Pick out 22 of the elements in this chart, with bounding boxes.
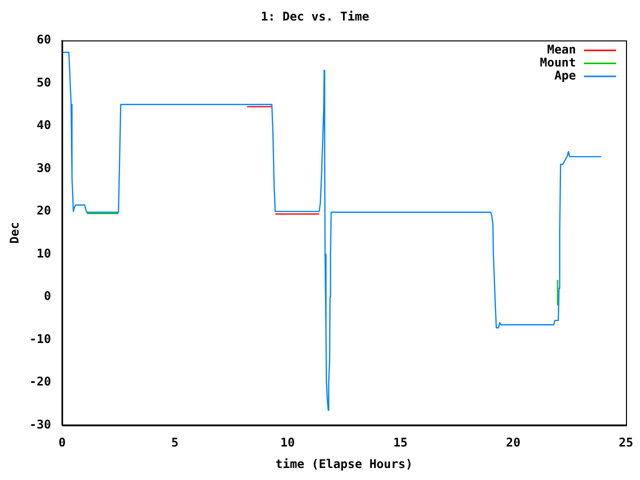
x-tick-label: 5 <box>171 436 178 450</box>
x-axis-title: time (Elapse Hours) <box>275 456 413 471</box>
x-tick-label: 20 <box>506 436 520 450</box>
y-tick-label: 40 <box>36 118 52 132</box>
x-tick-label: 0 <box>58 436 66 450</box>
x-tick-label: 10 <box>280 436 295 450</box>
x-tick-label: 15 <box>393 436 408 450</box>
legend-label: Ape <box>554 68 576 83</box>
y-axis-title: Dec <box>7 222 22 244</box>
y-tick-label: -30 <box>29 417 52 432</box>
legend-label: Mean <box>547 42 576 57</box>
y-tick-label: 50 <box>36 75 52 90</box>
y-tick-label: 20 <box>36 204 52 218</box>
y-tick-label: 0 <box>44 289 52 304</box>
x-tick-label: 25 <box>618 436 634 450</box>
y-tick-label: -20 <box>29 374 52 389</box>
y-tick-label: 10 <box>36 246 52 260</box>
legend-label: Mount <box>540 56 576 70</box>
y-tick-label: 60 <box>36 32 52 47</box>
chart-title: 1: Dec vs. Time <box>260 9 370 24</box>
y-tick-label: 30 <box>36 160 52 175</box>
y-tick-label: -10 <box>29 332 52 346</box>
